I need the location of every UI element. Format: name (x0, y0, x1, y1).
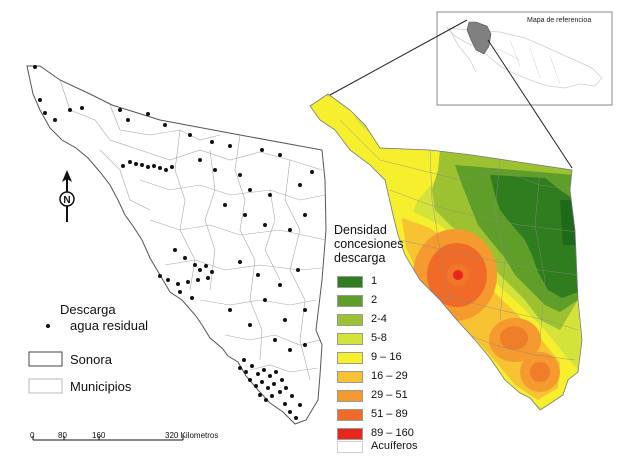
scale-label-80: 80 (58, 431, 67, 440)
aquifer-legend-label: Acuíferos (371, 440, 418, 452)
sonora-legend-swatch (28, 351, 63, 367)
density-legend-title-3: descarga (334, 251, 386, 265)
density-legend-label: 9 – 16 (371, 351, 402, 363)
scale-label-160: 160 (92, 431, 106, 440)
density-legend-title-2: concesiones (334, 237, 404, 251)
sonora-legend-label: Sonora (70, 352, 112, 367)
density-legend-label: 51 – 89 (371, 408, 408, 420)
point-legend-symbol (46, 324, 50, 328)
density-legend-title: Densidad concesiones descarga (334, 223, 404, 265)
inset-title: Mapa de referencioa (527, 17, 592, 24)
scale-label-0: 0 (30, 431, 35, 440)
density-legend-swatch (337, 352, 363, 364)
inset-reference-map (436, 11, 613, 106)
density-legend-swatch (337, 428, 363, 440)
scale-bar (32, 436, 184, 441)
municipios-legend-swatch (28, 378, 63, 394)
density-legend-label: 29 – 51 (371, 389, 408, 401)
sonora-outline (26, 65, 327, 425)
north-letter: N (63, 195, 70, 206)
density-legend-swatch (337, 314, 363, 326)
scale-label-320: 320 Kilometros (165, 431, 219, 440)
density-legend-title-1: Densidad (334, 223, 387, 237)
municipal-boundaries (59, 79, 327, 381)
density-legend-swatch (337, 371, 363, 383)
density-legend-swatch (337, 295, 363, 307)
point-legend-label-2: agua residual (70, 318, 149, 333)
density-legend-label: 16 – 29 (371, 370, 408, 382)
density-legend-label: 1 (371, 275, 378, 287)
density-legend-label: 2 (371, 294, 378, 306)
density-legend-label: 89 – 160 (371, 427, 414, 439)
point-legend-label-1: Descarga (60, 302, 116, 317)
density-legend-label: 2-4 (371, 313, 387, 325)
density-legend-swatch (337, 390, 363, 402)
density-map-outline (309, 93, 583, 411)
density-legend-swatch (337, 276, 363, 288)
north-arrow-icon: N (59, 170, 75, 222)
density-legend-swatch (337, 333, 363, 345)
density-legend-swatch (337, 409, 363, 421)
aquifer-legend-swatch (337, 441, 363, 453)
municipios-legend-label: Municipios (70, 379, 132, 394)
discharge-points (33, 65, 314, 420)
density-legend-label: 5-8 (371, 332, 387, 344)
